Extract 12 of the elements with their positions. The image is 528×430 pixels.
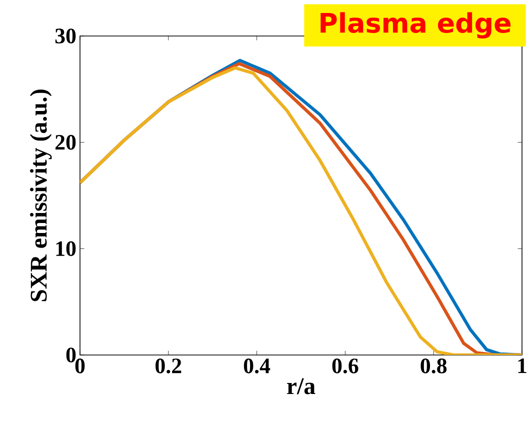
x-tick-label: 1 [518, 358, 526, 373]
y-axis-title: SXR emissivity (a.u.) [30, 90, 52, 302]
x-tick-label: 0.6 [332, 358, 358, 374]
y-tick-label: 0 [66, 348, 76, 362]
y-tick-label: 20 [55, 134, 76, 150]
x-tick-label: 0.4 [244, 358, 270, 374]
y-tick-label: 10 [56, 241, 76, 256]
x-axis-title: r/a [287, 378, 316, 394]
annotation: Plasma edge [320, 12, 511, 38]
x-tick-label: 0.8 [420, 358, 447, 374]
y-tick-label: 30 [55, 28, 76, 44]
x-tick-label: 0.2 [156, 358, 182, 374]
